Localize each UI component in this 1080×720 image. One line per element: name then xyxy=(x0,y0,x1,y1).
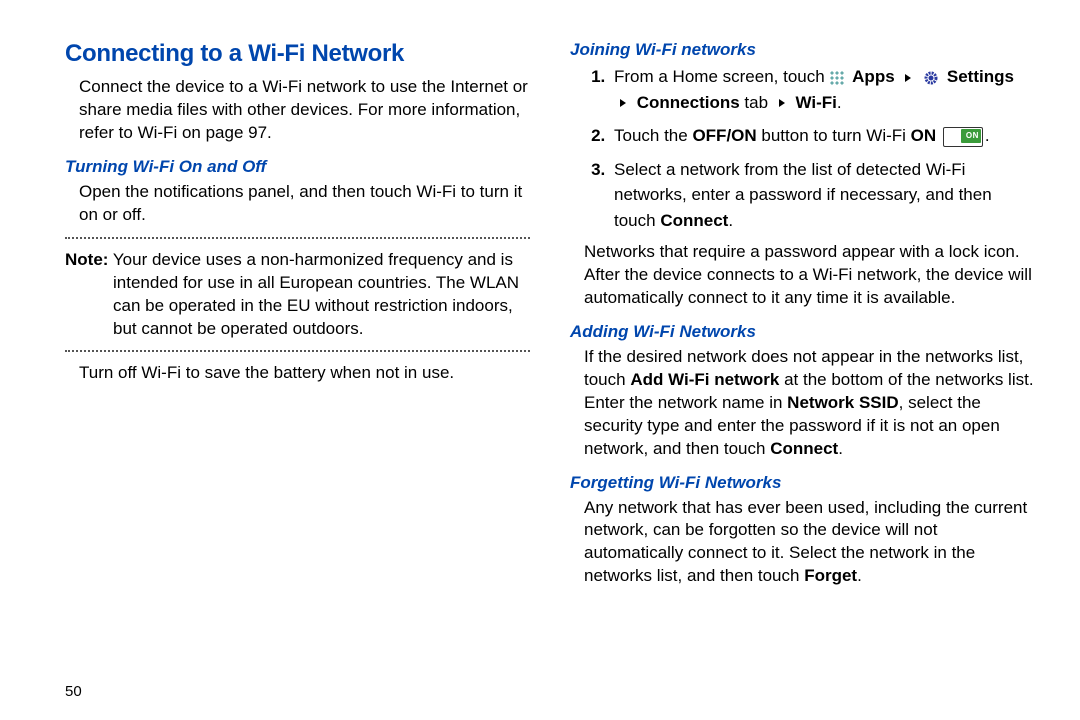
page-number: 50 xyxy=(65,683,1035,700)
adding-body: If the desired network does not appear i… xyxy=(570,346,1035,461)
section-heading-turning: Turning Wi-Fi On and Off xyxy=(65,157,530,177)
step2-c: button to turn Wi-Fi xyxy=(757,126,911,145)
divider xyxy=(65,350,530,352)
step-1: From a Home screen, touch Apps Settings … xyxy=(610,64,1035,115)
battery-tip: Turn off Wi-Fi to save the battery when … xyxy=(65,362,530,385)
step-2: Touch the OFF/ON button to turn Wi-Fi ON… xyxy=(610,123,1035,149)
apps-label: Apps xyxy=(852,67,895,86)
apps-icon xyxy=(829,70,845,86)
joining-steps: From a Home screen, touch Apps Settings … xyxy=(570,64,1035,233)
right-column: Joining Wi-Fi networks From a Home scree… xyxy=(570,40,1035,673)
tab-word: tab xyxy=(744,93,772,112)
divider xyxy=(65,237,530,239)
forgetting-body: Any network that has ever been used, inc… xyxy=(570,497,1035,589)
manual-page: Connecting to a Wi-Fi Network Connect th… xyxy=(0,0,1080,720)
step1-text-a: From a Home screen, touch xyxy=(614,67,829,86)
gear-icon xyxy=(922,69,940,87)
step3-b: Connect xyxy=(660,211,728,230)
section-heading-joining: Joining Wi-Fi networks xyxy=(570,40,1035,60)
turning-body: Open the notifications panel, and then t… xyxy=(65,181,530,227)
on-toggle-icon: ON xyxy=(943,127,983,147)
connections-label: Connections xyxy=(637,93,740,112)
arrow-icon xyxy=(620,99,626,107)
content-columns: Connecting to a Wi-Fi Network Connect th… xyxy=(65,40,1035,673)
section-heading-adding: Adding Wi-Fi Networks xyxy=(570,322,1035,342)
page-title: Connecting to a Wi-Fi Network xyxy=(65,40,530,68)
step2-d: ON xyxy=(911,126,937,145)
wifi-label: Wi-Fi xyxy=(796,93,837,112)
note-body: Your device uses a non-harmonized freque… xyxy=(113,250,519,338)
step2-b: OFF/ON xyxy=(692,126,756,145)
arrow-icon xyxy=(905,74,911,82)
joining-after: Networks that require a password appear … xyxy=(570,241,1035,310)
adding-b1: Add Wi-Fi network xyxy=(630,370,779,389)
note-label: Note: xyxy=(65,250,108,269)
section-heading-forgetting: Forgetting Wi-Fi Networks xyxy=(570,473,1035,493)
adding-p4: . xyxy=(838,439,843,458)
intro-paragraph: Connect the device to a Wi-Fi network to… xyxy=(65,76,530,145)
adding-b2: Network SSID xyxy=(787,393,898,412)
left-column: Connecting to a Wi-Fi Network Connect th… xyxy=(65,40,530,673)
forgetting-p2: . xyxy=(857,566,862,585)
forgetting-b1: Forget xyxy=(804,566,857,585)
note-block: Note: Your device uses a non-harmonized … xyxy=(65,249,530,341)
adding-b3: Connect xyxy=(770,439,838,458)
settings-label: Settings xyxy=(947,67,1014,86)
step2-a: Touch the xyxy=(614,126,692,145)
step-3: Select a network from the list of detect… xyxy=(610,157,1035,234)
arrow-icon xyxy=(779,99,785,107)
